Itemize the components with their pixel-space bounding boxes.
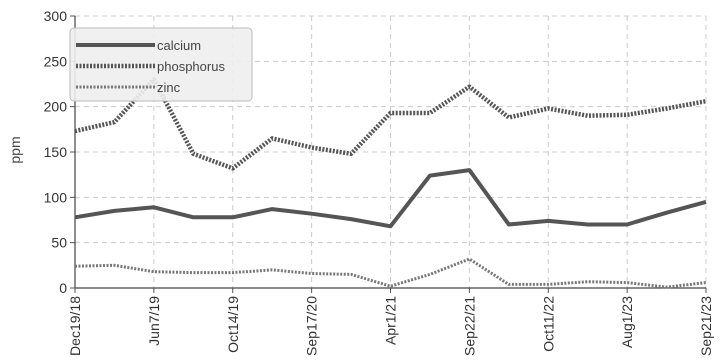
y-tick-label: 200 — [44, 99, 68, 115]
legend-label-phosphorus: phosphorus — [157, 59, 225, 74]
series-line-calcium — [74, 168, 707, 229]
y-axis-label: ppm — [7, 136, 23, 163]
legend-label-zinc: zinc — [157, 80, 181, 95]
tick-labels: 0 50 100 150 200 250 300 Dec19/18 Jun7/19 Oct14/1… — [44, 8, 714, 356]
x-tick-label: Sep21/23 — [698, 296, 714, 356]
x-tick-label: Oct11/22 — [540, 296, 556, 352]
y-tick-label: 150 — [44, 144, 68, 160]
series-line-zinc — [74, 257, 707, 289]
x-tick-label: Apr1/21 — [383, 296, 399, 345]
y-tick-label: 50 — [51, 235, 67, 251]
series-lines — [74, 77, 707, 289]
x-tick-label: Oct14/19 — [225, 296, 241, 353]
legend-label-calcium: calcium — [157, 38, 201, 53]
y-tick-label: 100 — [44, 189, 68, 205]
series-line-phosphorus — [74, 77, 707, 171]
x-tick-label: Dec19/18 — [67, 296, 83, 356]
y-tick-label: 250 — [44, 53, 68, 69]
x-tick-label: Sep22/21 — [461, 296, 477, 356]
legend: calcium phosphorus zinc — [69, 27, 253, 102]
y-tick-label: 300 — [44, 8, 68, 24]
x-tick-label: Sep17/20 — [304, 296, 320, 356]
x-tick-label: Aug1/23 — [619, 296, 635, 348]
y-tick-label: 0 — [59, 280, 67, 296]
x-tick-label: Jun7/19 — [146, 296, 162, 346]
